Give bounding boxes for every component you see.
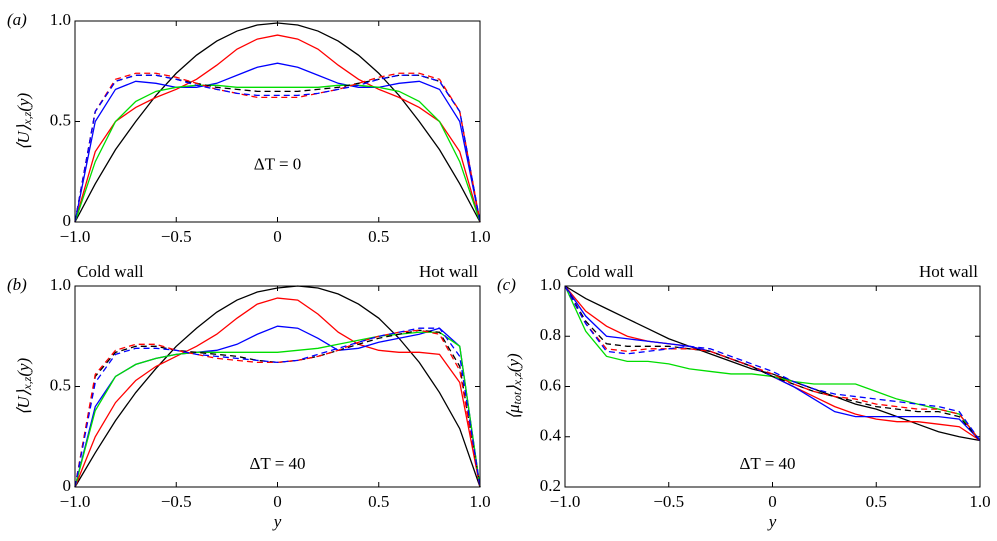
- y-tick-label: 0.2: [540, 476, 561, 495]
- y-tick-label: 1.0: [540, 275, 561, 294]
- series-line: [74, 327, 481, 488]
- y-axis-label: ⟨μtot⟩x,z(y): [504, 353, 524, 420]
- x-tick-label: 1.0: [469, 227, 490, 246]
- y-axis-label-part: ⟨U⟩: [14, 389, 33, 415]
- series-line: [564, 285, 981, 441]
- series-line: [74, 285, 481, 488]
- series-line: [564, 285, 981, 442]
- x-tick-label: −1.0: [550, 492, 581, 511]
- x-tick-label: −0.5: [653, 492, 684, 511]
- series-line: [564, 285, 981, 442]
- y-axis-label-part: ⟩: [504, 385, 523, 392]
- series-line: [564, 285, 981, 441]
- y-tick-label: 0: [63, 476, 72, 495]
- y-tick-label: 0.8: [540, 325, 561, 344]
- series-line: [74, 84, 481, 223]
- series-line: [74, 329, 481, 488]
- y-axis-label-part: (y): [14, 357, 33, 376]
- series-line: [74, 22, 481, 223]
- wall-label: Hot wall: [919, 262, 978, 281]
- x-axis-label: y: [272, 512, 282, 531]
- plot-frame: [564, 285, 981, 488]
- x-tick-label: 0.5: [368, 492, 389, 511]
- y-axis-label-part: ⟨U⟩: [14, 124, 33, 150]
- x-tick-label: 1.0: [469, 492, 490, 511]
- series-line: [74, 34, 481, 223]
- x-tick-label: 0.5: [866, 492, 887, 511]
- y-axis-label-part: x,z: [510, 372, 524, 386]
- y-tick-label: 1.0: [50, 10, 71, 29]
- series-line: [564, 285, 981, 441]
- plot-frame: [74, 20, 481, 223]
- series-line: [74, 74, 481, 223]
- x-tick-label: 1.0: [969, 492, 990, 511]
- annotation: ΔT = 40: [249, 454, 305, 473]
- plot-frame: [74, 285, 481, 488]
- wall-label: Cold wall: [567, 262, 634, 281]
- series-line: [74, 74, 481, 223]
- x-tick-label: 0: [768, 492, 777, 511]
- x-tick-label: −0.5: [161, 227, 192, 246]
- y-axis-label-part: (y): [14, 92, 33, 111]
- y-axis-label-part: (y): [504, 353, 523, 372]
- y-tick-label: 0.4: [540, 426, 562, 445]
- y-axis-label-part: x,z: [20, 376, 34, 390]
- x-tick-label: 0: [273, 227, 282, 246]
- series-line: [74, 331, 481, 488]
- series-line: [74, 72, 481, 223]
- x-tick-label: −1.0: [60, 492, 91, 511]
- series-line: [564, 285, 981, 441]
- y-tick-label: 0: [63, 211, 72, 230]
- y-axis-label-part: x,z: [20, 111, 34, 125]
- series-line: [74, 297, 481, 488]
- y-tick-label: 0.6: [540, 375, 561, 394]
- panel-label: (a): [7, 10, 27, 29]
- x-tick-label: 0.5: [368, 227, 389, 246]
- panel-label: (c): [497, 275, 516, 294]
- y-tick-label: 0.5: [50, 110, 71, 129]
- series-line: [564, 285, 981, 441]
- annotation: ΔT = 0: [254, 155, 302, 174]
- y-axis-label: ⟨U⟩x,z(y): [14, 92, 34, 150]
- x-tick-label: 0: [273, 492, 282, 511]
- y-axis-label-part: tot: [510, 391, 524, 404]
- x-tick-label: −1.0: [60, 227, 91, 246]
- y-tick-label: 0.5: [50, 375, 71, 394]
- x-axis-label: y: [767, 512, 777, 531]
- x-tick-label: −0.5: [161, 492, 192, 511]
- y-axis-label: ⟨U⟩x,z(y): [14, 357, 34, 415]
- wall-label: Cold wall: [77, 262, 144, 281]
- y-axis-label-part: ⟨μ: [504, 405, 523, 420]
- wall-label: Hot wall: [419, 262, 478, 281]
- y-tick-label: 1.0: [50, 275, 71, 294]
- annotation: ΔT = 40: [739, 454, 795, 473]
- panel-label: (b): [7, 275, 27, 294]
- series-line: [74, 62, 481, 223]
